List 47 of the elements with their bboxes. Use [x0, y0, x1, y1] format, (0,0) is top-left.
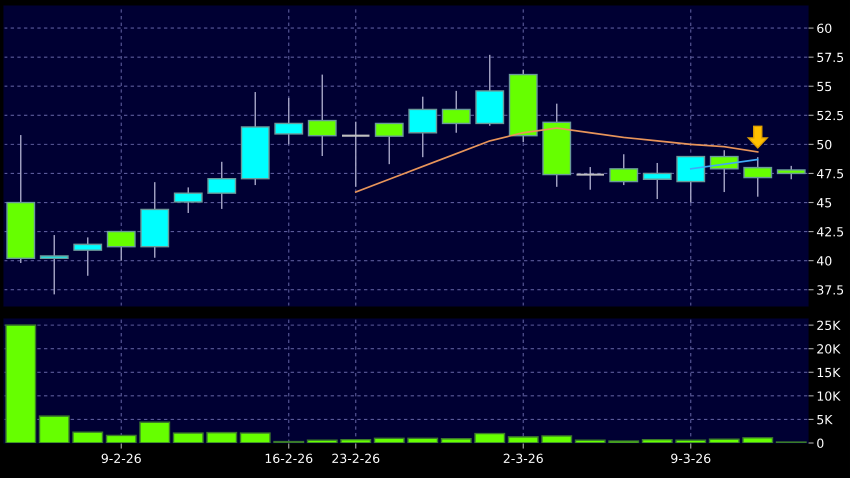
x-tick-label: 2-3-26 [504, 454, 543, 464]
bar [72, 431, 104, 443]
x-tick-label: 23-2-26 [332, 454, 380, 464]
bar [139, 422, 170, 443]
bar [240, 432, 271, 443]
y-tick-label: 45 [816, 198, 832, 208]
bar [440, 438, 472, 443]
y-tick-label: 60 [817, 24, 832, 34]
y-tick-label: 25K [817, 320, 841, 330]
line-series [354, 127, 759, 193]
candlestick [340, 121, 371, 188]
y-tick-label: 50 [817, 140, 832, 150]
candlestick [40, 234, 69, 296]
y-tick-label: 57.5 [817, 52, 844, 62]
y-tick-label: 47.5 [816, 169, 844, 178]
y-tick-label: 5K [817, 415, 833, 424]
y-tick-label: 40 [816, 256, 832, 266]
bar [106, 434, 137, 443]
y-tick-label: 42.5 [816, 227, 844, 237]
bar [742, 437, 774, 443]
y-tick-label: 55 [817, 82, 832, 92]
y-tick-label: 52.5 [817, 110, 844, 120]
y-tick-label: 0 [817, 438, 824, 448]
bar [675, 439, 706, 443]
y-tick-label: 20K [817, 344, 841, 354]
bar [541, 435, 572, 443]
y-tick-label: 10K [818, 391, 841, 401]
bar [306, 439, 338, 443]
bar [708, 438, 740, 443]
y-tick-label: 15K [818, 368, 841, 378]
candlestick [776, 165, 806, 180]
x-tick-label: 9-3-26 [671, 454, 710, 464]
bar [38, 415, 70, 443]
bar [172, 432, 204, 443]
bar [340, 439, 372, 443]
x-tick-label: 9-2-26 [102, 454, 141, 464]
x-tick-label: 16-2-26 [266, 454, 312, 464]
bar [374, 438, 405, 443]
bar [407, 438, 438, 443]
bar [574, 439, 606, 443]
bar [642, 439, 673, 443]
bar [508, 436, 539, 443]
bar [206, 432, 238, 443]
bar [5, 324, 36, 443]
y-tick-label: 37.5 [817, 285, 844, 295]
bar [474, 432, 506, 443]
candlestick [575, 166, 606, 190]
